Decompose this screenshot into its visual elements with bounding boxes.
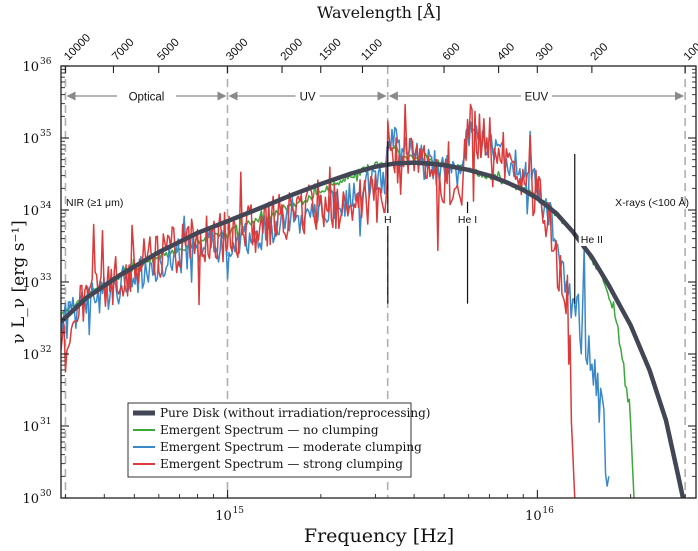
y-tick-label: 10 xyxy=(22,132,39,147)
region-label-euv: EUV xyxy=(525,92,549,104)
annotation-xrays: X-rays (<100 Å) xyxy=(615,196,689,209)
legend-label-pure-disk: Pure Disk (without irradiation/reprocess… xyxy=(160,406,430,420)
y-axis-label: ν L_ν [erg s⁻¹] xyxy=(9,220,29,344)
y-tick-base: 10 xyxy=(22,276,39,291)
top-tick-label: 1100 xyxy=(359,37,385,63)
edge-label-he-i: He I xyxy=(458,214,477,226)
x-tick-exponent: 16 xyxy=(542,506,554,516)
legend-label-moderate-clumping: Emergent Spectrum — moderate clumping xyxy=(160,440,422,454)
y-tick-label: 10 xyxy=(22,348,39,363)
edge-label-he-ii: He II xyxy=(581,234,603,246)
series-line-pure-disk-without-irradiation-reprocessing xyxy=(61,160,686,498)
top-tick-label: 1500 xyxy=(317,37,344,64)
region-label-bg-euv xyxy=(520,88,552,104)
x-axis-label: Frequency [Hz] xyxy=(304,525,454,547)
region-label-bg-uv xyxy=(295,88,320,104)
top-axis-label: Wavelength [Å] xyxy=(317,2,441,22)
ionization-edges-layer: H He I He II xyxy=(382,141,616,304)
y-tick-label: 10 xyxy=(22,204,39,219)
y-tick-exponent: 31 xyxy=(40,417,51,427)
y-tick-base: 10 xyxy=(22,132,39,147)
edge-label-bg-he-ii xyxy=(578,233,616,246)
y-tick-label: 10 xyxy=(22,492,39,507)
top-tick-label: 300 xyxy=(534,41,556,63)
legend-label-strong-clumping: Emergent Spectrum — strong clumping xyxy=(160,457,403,471)
y-tick-exponent: 30 xyxy=(40,489,52,499)
top-tick-label: 5000 xyxy=(155,37,182,64)
edge-label-bg-h xyxy=(382,213,394,226)
region-label-optical: Optical xyxy=(129,92,165,104)
x-tick-base: 10 xyxy=(215,509,232,524)
y-tick-exponent: 33 xyxy=(40,273,52,283)
series-layer xyxy=(61,103,686,498)
y-tick-label: 10 xyxy=(22,60,39,75)
y-tick-base: 10 xyxy=(22,60,39,75)
y-tick-exponent: 34 xyxy=(40,201,52,211)
top-tick-label: 3000 xyxy=(224,37,251,64)
top-tick-label: 600 xyxy=(441,41,463,63)
annotation-nir: NIR (≥1 μm) xyxy=(66,197,123,209)
y-tick-exponent: 32 xyxy=(40,345,51,355)
y-tick-base: 10 xyxy=(22,348,39,363)
y-tick-label: 10 xyxy=(22,420,39,435)
region-bands-layer: Optical UV EUV xyxy=(64,66,686,498)
top-tick-label: 400 xyxy=(495,41,517,63)
x-tick-exponent: 15 xyxy=(233,506,245,516)
top-tick-label: 100 xyxy=(682,41,698,63)
y-tick-base: 10 xyxy=(22,492,39,507)
legend: Pure Disk (without irradiation/reprocess… xyxy=(127,402,430,478)
y-tick-base: 10 xyxy=(22,204,39,219)
y-tick-exponent: 35 xyxy=(40,129,52,139)
x-tick-base: 10 xyxy=(525,509,542,524)
y-tick-label: 10 xyxy=(22,276,39,291)
top-tick-label: 10000 xyxy=(62,32,93,63)
legend-box xyxy=(127,402,412,478)
top-tick-label: 7000 xyxy=(110,37,137,64)
region-label-bg-optical xyxy=(116,88,176,104)
y-tick-base: 10 xyxy=(22,420,39,435)
x-tick-label: 10 xyxy=(525,509,542,524)
legend-label-no-clumping: Emergent Spectrum — no clumping xyxy=(160,423,379,437)
top-tick-label: 2000 xyxy=(279,37,306,64)
edge-label-h: H xyxy=(384,214,392,226)
x-tick-label: 10 xyxy=(215,509,232,524)
edge-label-bg-he-i xyxy=(452,213,483,226)
region-label-uv: UV xyxy=(300,92,316,104)
top-tick-label: 200 xyxy=(589,41,611,63)
y-tick-exponent: 36 xyxy=(40,57,52,67)
